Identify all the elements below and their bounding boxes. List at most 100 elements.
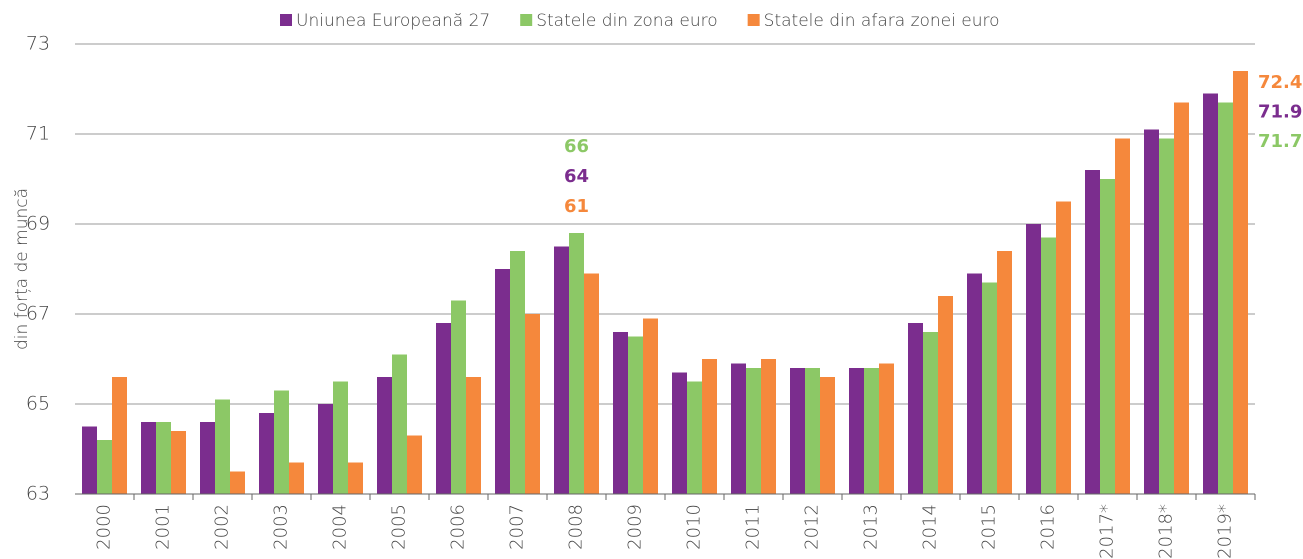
bar (761, 359, 776, 494)
bar (141, 422, 156, 494)
bar (790, 368, 805, 494)
legend-label: Uniunea Europeană 27 (296, 11, 490, 31)
bar (569, 233, 584, 494)
bar (112, 377, 127, 494)
bar (1056, 201, 1071, 494)
bar (200, 422, 215, 494)
annotation: 61 (564, 196, 589, 217)
x-tick-label: 2000 (94, 504, 115, 550)
bar (938, 296, 953, 494)
bar (1233, 71, 1248, 494)
y-tick-label: 69 (26, 213, 50, 235)
bar (82, 426, 97, 494)
bar (1174, 102, 1189, 494)
bar (333, 381, 348, 494)
y-tick-label: 71 (26, 123, 50, 145)
bar (466, 377, 481, 494)
bar (436, 323, 451, 494)
bar (982, 282, 997, 494)
y-tick-label: 73 (26, 33, 50, 55)
bar (997, 251, 1012, 494)
bar (171, 431, 186, 494)
x-tick-label: 2012 (802, 504, 823, 550)
bar (864, 368, 879, 494)
x-tick-label: 2017* (1097, 504, 1118, 559)
x-tick-label: 2004 (330, 504, 351, 550)
x-tick-label: 2019* (1215, 504, 1236, 559)
legend-swatch (280, 14, 292, 26)
bar (1218, 102, 1233, 494)
bar (746, 368, 761, 494)
data-label: 72.4 (1258, 72, 1302, 93)
x-tick-label: 2003 (271, 504, 292, 550)
bar (1041, 237, 1056, 494)
data-label: 71.7 (1258, 131, 1302, 152)
x-tick-label: 2007 (507, 504, 528, 550)
bar (613, 332, 628, 494)
y-tick-label: 65 (26, 393, 50, 415)
y-tick-label: 63 (26, 483, 50, 505)
x-tick-label: 2002 (212, 504, 233, 550)
bar (731, 363, 746, 494)
bar (1144, 129, 1159, 494)
bar (879, 363, 894, 494)
bar (289, 462, 304, 494)
bar (923, 332, 938, 494)
bar (643, 318, 658, 494)
x-tick-label: 2009 (625, 504, 646, 550)
bar (672, 372, 687, 494)
x-tick-label: 2001 (153, 504, 174, 550)
bar (407, 435, 422, 494)
bar (348, 462, 363, 494)
bar (156, 422, 171, 494)
legend-label: Statele din afara zonei euro (764, 11, 1000, 31)
bar (274, 390, 289, 494)
x-tick-label: 2008 (566, 504, 587, 550)
bar (1085, 170, 1100, 494)
legend-swatch (520, 14, 533, 26)
bar (1026, 224, 1041, 494)
x-tick-label: 2006 (448, 504, 469, 550)
bar (230, 471, 245, 494)
bar (908, 323, 923, 494)
bar (318, 404, 333, 494)
x-tick-label: 2015 (979, 504, 1000, 550)
legend-swatch (747, 14, 760, 26)
annotation: 64 (564, 166, 589, 187)
bar (259, 413, 274, 494)
annotation: 66 (564, 136, 589, 157)
x-tick-label: 2010 (684, 504, 705, 550)
bar (805, 368, 820, 494)
bar (215, 399, 230, 494)
bar (1203, 93, 1218, 494)
bar (495, 269, 510, 494)
bar (392, 354, 407, 494)
data-label: 71.9 (1258, 102, 1302, 123)
bar (377, 377, 392, 494)
bar (702, 359, 717, 494)
bar (628, 336, 643, 494)
y-axis-label: din forța de muncă (12, 188, 32, 350)
bar (1115, 138, 1130, 494)
bar (820, 377, 835, 494)
x-tick-label: 2016 (1038, 504, 1059, 550)
bar (1159, 138, 1174, 494)
y-tick-label: 67 (26, 303, 50, 325)
bar (554, 246, 569, 494)
bar (849, 368, 864, 494)
bar (967, 273, 982, 494)
bar (687, 381, 702, 494)
x-tick-label: 2018* (1156, 504, 1177, 559)
bar (510, 251, 525, 494)
x-tick-label: 2011 (743, 504, 764, 550)
bar (525, 314, 540, 494)
bar (584, 273, 599, 494)
bar (451, 300, 466, 494)
x-tick-label: 2014 (920, 504, 941, 550)
bar (1100, 179, 1115, 494)
x-tick-label: 2005 (389, 504, 410, 550)
legend-label: Statele din zona euro (536, 11, 717, 31)
bar (97, 440, 112, 494)
x-tick-label: 2013 (861, 504, 882, 550)
